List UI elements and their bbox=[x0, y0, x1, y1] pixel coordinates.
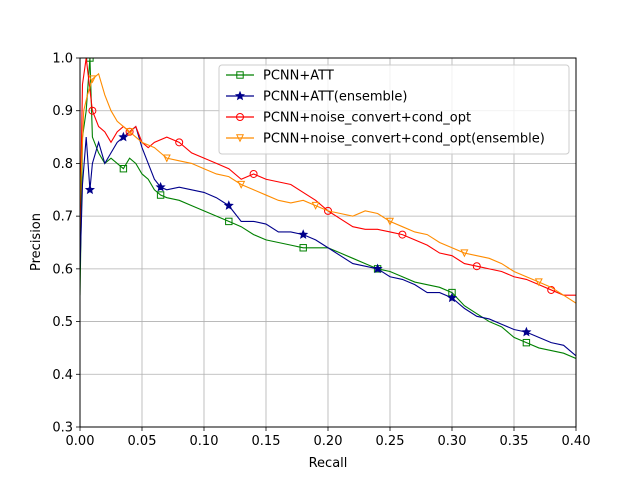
series-marker bbox=[249, 169, 258, 178]
legend-label: PCNN+ATT(ensemble) bbox=[263, 90, 407, 105]
series-marker bbox=[84, 184, 95, 195]
x-tick-label: 0.40 bbox=[562, 434, 591, 449]
y-tick-label: 0.7 bbox=[52, 210, 73, 225]
x-tick-label: 0.30 bbox=[438, 434, 467, 449]
y-tick-label: 0.4 bbox=[52, 368, 73, 383]
legend-label: PCNN+noise_convert+cond_opt(ensemble) bbox=[263, 132, 545, 147]
x-tick-label: 0.20 bbox=[314, 434, 343, 449]
series-marker bbox=[88, 75, 97, 84]
x-tick-label: 0.10 bbox=[190, 434, 219, 449]
series-marker bbox=[175, 138, 184, 147]
series-marker bbox=[86, 58, 94, 62]
series-marker bbox=[125, 128, 134, 137]
x-tick-label: 0.35 bbox=[500, 434, 529, 449]
y-tick-label: 1.0 bbox=[52, 52, 73, 67]
series-1 bbox=[80, 58, 576, 359]
series-marker bbox=[155, 181, 166, 192]
series-line bbox=[80, 72, 576, 304]
series-layer bbox=[80, 58, 576, 359]
series-marker bbox=[385, 217, 395, 226]
series-marker bbox=[237, 180, 246, 189]
ticks: 0.00 0.05 0.10 0.15 0.20 0.25 0.30 0.35 0.40 0.3 0… bbox=[52, 52, 590, 450]
series-marker bbox=[225, 217, 233, 226]
series-line bbox=[80, 58, 576, 296]
y-tick-label: 0.5 bbox=[52, 315, 73, 330]
series-marker bbox=[88, 106, 97, 115]
x-axis-label: Recall bbox=[309, 456, 348, 471]
y-tick-label: 0.9 bbox=[52, 104, 73, 119]
y-tick-label: 0.8 bbox=[52, 157, 73, 172]
legend-label: PCNN+noise_convert+cond_opt bbox=[263, 111, 471, 126]
y-tick-label: 0.3 bbox=[52, 421, 73, 436]
legend-marker bbox=[235, 134, 245, 143]
y-axis-label: Precision bbox=[29, 213, 44, 271]
legend-marker bbox=[236, 71, 244, 79]
legend: PCNN+ATT PCNN+ATT(ensemble) PCNN+noise_con… bbox=[218, 64, 570, 155]
series-marker bbox=[460, 249, 469, 258]
series-line bbox=[80, 58, 576, 359]
series-marker bbox=[398, 230, 407, 239]
series-marker bbox=[372, 263, 383, 274]
series-marker bbox=[118, 131, 129, 142]
series-marker bbox=[446, 292, 458, 303]
series-marker bbox=[522, 338, 531, 347]
series-4 bbox=[80, 72, 576, 304]
series-marker bbox=[472, 262, 481, 271]
series-marker bbox=[521, 326, 532, 337]
x-tick-label: 0.05 bbox=[128, 434, 157, 449]
series-marker bbox=[162, 154, 171, 163]
x-tick-label: 0.15 bbox=[252, 434, 281, 449]
series-marker bbox=[324, 206, 332, 215]
legend-entry-2: PCNN+ATT(ensemble) bbox=[226, 90, 407, 105]
legend-label: PCNN+ATT bbox=[263, 69, 334, 84]
series-marker bbox=[156, 191, 165, 199]
y-tick-label: 0.6 bbox=[52, 262, 73, 277]
legend-box bbox=[218, 64, 570, 155]
series-2 bbox=[80, 125, 576, 357]
series-marker bbox=[119, 165, 128, 173]
series-marker bbox=[223, 200, 234, 210]
x-tick-label: 0.00 bbox=[66, 434, 95, 449]
series-marker bbox=[311, 201, 320, 210]
series-marker bbox=[299, 244, 307, 252]
series-marker bbox=[298, 229, 309, 239]
legend-entry-1: PCNN+ATT bbox=[226, 69, 334, 84]
legend-entry-3: PCNN+noise_convert+cond_opt bbox=[226, 111, 471, 126]
series-marker bbox=[534, 278, 543, 287]
legend-marker bbox=[234, 90, 246, 101]
legend-entry-4: PCNN+noise_convert+cond_opt(ensemble) bbox=[226, 132, 545, 147]
series-3 bbox=[80, 58, 576, 296]
x-tick-label: 0.25 bbox=[376, 434, 405, 449]
series-line bbox=[80, 125, 576, 357]
legend-marker bbox=[236, 113, 244, 121]
